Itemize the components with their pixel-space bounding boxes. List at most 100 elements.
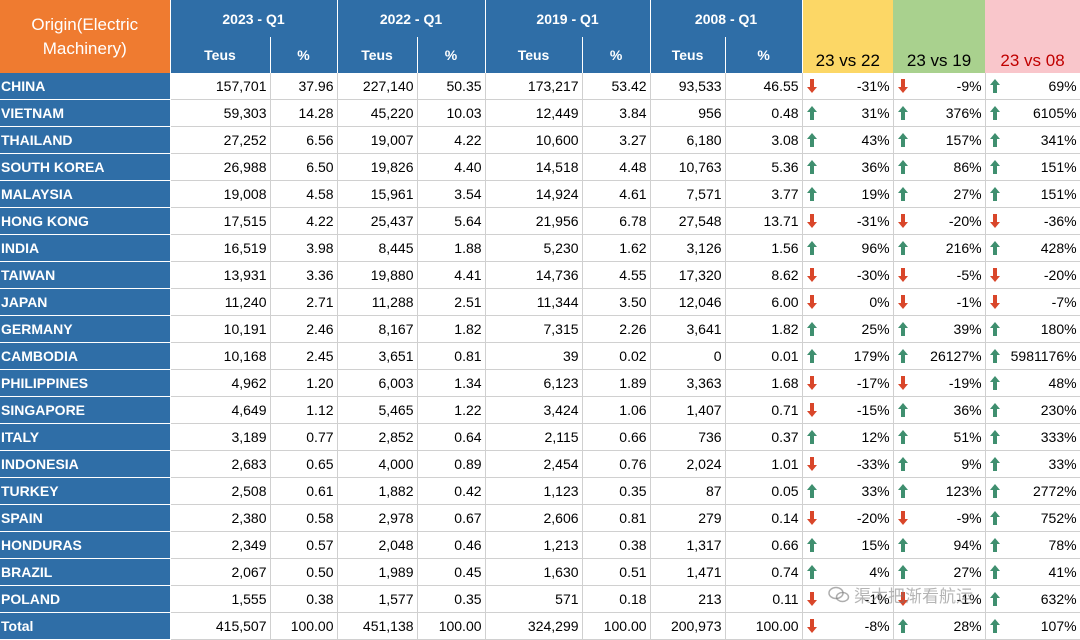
change-cell: 151% (985, 153, 1080, 181)
change-value: -20% (856, 510, 890, 526)
teus-cell: 3,363 (650, 369, 726, 397)
change-value: 25% (861, 321, 890, 337)
country-cell: CAMBODIA (0, 342, 171, 370)
arrow-up-icon (989, 349, 1000, 363)
arrow-up-icon (897, 133, 908, 147)
teus-cell: 10,191 (170, 315, 271, 343)
change-value: -8% (864, 618, 890, 634)
teus-cell: 4,000 (337, 450, 418, 478)
teus-cell: 1,317 (650, 531, 726, 559)
change-cell: 28% (893, 612, 986, 640)
change-value: 19% (861, 186, 890, 202)
change-value: -5% (956, 267, 982, 283)
teus-cell: 2,349 (170, 531, 271, 559)
arrow-up-icon (897, 187, 908, 201)
teus-cell: 227,140 (337, 73, 418, 100)
pct-cell: 14.28 (270, 99, 338, 127)
change-value: -1% (864, 591, 890, 607)
teus-cell: 12,046 (650, 288, 726, 316)
teus-cell: 7,571 (650, 180, 726, 208)
teus-cell: 2,115 (485, 423, 583, 451)
change-value: 33% (1048, 456, 1077, 472)
pct-cell: 3.84 (582, 99, 651, 127)
table-row: HONDURAS 2,349 0.57 2,048 0.46 1,213 0.38 1,317… (0, 531, 1080, 559)
pct-cell: 0.71 (725, 396, 803, 424)
pct-cell: 0.42 (417, 477, 486, 505)
teus-cell: 13,931 (170, 261, 271, 289)
change-cell: 26127% (893, 342, 986, 370)
pct-cell: 0.02 (582, 342, 651, 370)
teus-cell: 8,445 (337, 234, 418, 262)
table-row: HONG KONG 17,515 4.22 25,437 5.64 21,956 6.78 2… (0, 207, 1080, 235)
arrow-down-icon (989, 295, 1000, 309)
arrow-up-icon (897, 619, 908, 633)
pct-cell: 2.45 (270, 342, 338, 370)
change-value: 333% (1040, 429, 1077, 445)
pct-cell: 5.64 (417, 207, 486, 235)
change-cell: 25% (802, 315, 894, 343)
change-cell: 9% (893, 450, 986, 478)
pct-cell: 100.00 (725, 612, 803, 640)
teus-cell: 1,123 (485, 477, 583, 505)
country-cell: VIETNAM (0, 99, 171, 127)
arrow-up-icon (989, 106, 1000, 120)
change-cell: 179% (802, 342, 894, 370)
country-cell: TURKEY (0, 477, 171, 505)
teus-cell: 27,548 (650, 207, 726, 235)
arrow-up-icon (989, 241, 1000, 255)
change-cell: 5981176% (985, 342, 1080, 370)
pct-cell: 6.56 (270, 126, 338, 154)
change-value: 752% (1040, 510, 1077, 526)
change-cell: 39% (893, 315, 986, 343)
pct-cell: 3.54 (417, 180, 486, 208)
teus-cell: 2,978 (337, 504, 418, 532)
change-cell: 27% (893, 558, 986, 586)
country-cell: TAIWAN (0, 261, 171, 289)
change-value: -20% (1043, 267, 1077, 283)
change-value: -19% (948, 375, 982, 391)
change-value: 12% (861, 429, 890, 445)
teus-cell: 571 (485, 585, 583, 613)
change-cell: 31% (802, 99, 894, 127)
country-cell: GERMANY (0, 315, 171, 343)
teus-cell: 39 (485, 342, 583, 370)
teus-header: Teus (650, 37, 726, 73)
change-value: 341% (1040, 132, 1077, 148)
teus-cell: 6,180 (650, 126, 726, 154)
teus-cell: 2,683 (170, 450, 271, 478)
pct-header: % (270, 37, 338, 73)
change-cell: -17% (802, 369, 894, 397)
change-value: 107% (1040, 618, 1077, 634)
teus-header: Teus (485, 37, 583, 73)
change-cell: 36% (893, 396, 986, 424)
change-cell: 94% (893, 531, 986, 559)
pct-cell: 3.50 (582, 288, 651, 316)
teus-cell: 451,138 (337, 612, 418, 640)
pct-cell: 0.81 (417, 342, 486, 370)
arrow-up-icon (897, 106, 908, 120)
pct-cell: 4.22 (270, 207, 338, 235)
teus-cell: 10,600 (485, 126, 583, 154)
pct-cell: 0.35 (582, 477, 651, 505)
table-row: POLAND 1,555 0.38 1,577 0.35 571 0.18 213 0.11 -1… (0, 585, 1080, 613)
arrow-up-icon (989, 592, 1000, 606)
teus-cell: 19,008 (170, 180, 271, 208)
change-cell: 0% (802, 288, 894, 316)
teus-cell: 1,989 (337, 558, 418, 586)
change-value: 428% (1040, 240, 1077, 256)
pct-cell: 8.62 (725, 261, 803, 289)
table-row: THAILAND 27,252 6.56 19,007 4.22 10,600 3.27 6,… (0, 126, 1080, 154)
period-header-2022: 2022 - Q1 (337, 0, 486, 37)
change-cell: -31% (802, 73, 894, 100)
teus-cell: 2,380 (170, 504, 271, 532)
change-value: 151% (1040, 159, 1077, 175)
pct-cell: 2.46 (270, 315, 338, 343)
origin-header: Origin(Electric Machinery) (0, 0, 171, 73)
period-header-2019: 2019 - Q1 (485, 0, 651, 37)
change-value: -20% (948, 213, 982, 229)
teus-cell: 415,507 (170, 612, 271, 640)
pct-cell: 0.65 (270, 450, 338, 478)
change-cell: 123% (893, 477, 986, 505)
change-cell: 33% (802, 477, 894, 505)
